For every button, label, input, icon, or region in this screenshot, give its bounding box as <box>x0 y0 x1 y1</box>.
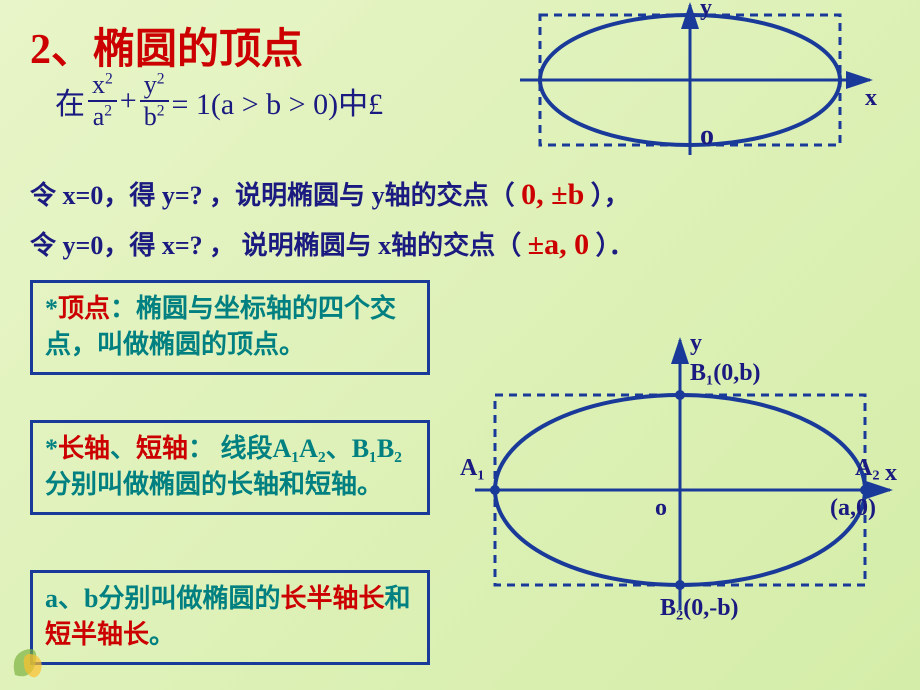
q1-prefix: 令 x=0，得 y=? ，说明椭圆与 y轴的交点（ <box>30 181 515 210</box>
ellipse-diagram-bottom: y x o A₁ A₂ B₁(0,b) B₂(0,-b) (a,0) <box>460 330 900 670</box>
q2-prefix: 令 y=0，得 x=? ， 说明椭圆与 x轴的交点（ <box>30 231 521 260</box>
box2-key1: 长轴 <box>58 434 110 463</box>
label-B1: B₁(0,b) <box>690 360 761 387</box>
origin-label-bottom: o <box>655 495 667 522</box>
definition-box-vertex: *顶点：椭圆与坐标轴的四个交点，叫做椭圆的顶点。 <box>30 280 430 375</box>
vertex-A1-dot <box>490 485 500 495</box>
q1-answer: 0, ±b <box>521 178 584 211</box>
ellipse-equation: 在 x2 a2 + y2 b2 = 1(a > b > 0)中£ <box>55 70 383 132</box>
q2-answer: ±a, 0 <box>528 228 589 261</box>
x-label-top: x <box>865 85 877 112</box>
label-a0: (a,0) <box>830 495 876 522</box>
box3-prefix: a、b分别叫做椭圆的 <box>45 584 280 613</box>
box2-sep: 、 <box>110 434 136 463</box>
label-A1: A₁ <box>460 455 485 482</box>
label-B2: B₂(0,-b) <box>660 595 739 622</box>
definition-box-axis: *长轴、短轴： 线段A₁A₂、B₁B₂分别叫做椭圆的长轴和短轴。 <box>30 420 430 515</box>
origin-label-top: o <box>700 120 714 152</box>
ellipse-diagram-top: y x o <box>490 0 880 160</box>
corner-decoration-icon <box>5 635 55 685</box>
eq-prefix: 在 <box>55 79 85 123</box>
vertex-B1-dot <box>675 390 685 400</box>
vertex-B2-dot <box>675 580 685 590</box>
y-label-bottom: y <box>690 330 702 357</box>
vertex-A2-dot <box>860 485 870 495</box>
diagram-top-svg <box>490 0 880 160</box>
box3-key2: 短半轴长 <box>45 620 149 649</box>
x-label-bottom: x <box>885 460 897 487</box>
fraction-y: y2 b2 <box>140 70 169 132</box>
eq-text: = 1(a > b > 0)中£ <box>172 79 384 123</box>
box2-star: * <box>45 434 58 463</box>
question-line-2: 令 y=0，得 x=? ， 说明椭圆与 x轴的交点（ ±a, 0 ）． <box>30 225 635 262</box>
box3-suffix: 。 <box>149 620 175 649</box>
question-line-1: 令 x=0，得 y=? ，说明椭圆与 y轴的交点（ 0, ±b ）， <box>30 175 630 212</box>
box1-star: * <box>45 294 58 323</box>
plus-sign: + <box>120 84 137 118</box>
box2-key2: 短轴 <box>136 434 188 463</box>
fraction-x: x2 a2 <box>88 70 117 132</box>
section-title: 2、椭圆的顶点 <box>30 15 303 76</box>
box1-key: 顶点 <box>58 294 110 323</box>
q2-suffix: ）． <box>596 231 635 260</box>
box3-key1: 长半轴长 <box>280 584 384 613</box>
box3-mid: 和 <box>384 584 410 613</box>
q1-suffix: ）， <box>591 181 630 210</box>
y-label-top: y <box>700 0 712 22</box>
label-A2: A₂ <box>855 455 880 482</box>
definition-box-semiaxis: a、b分别叫做椭圆的长半轴长和短半轴长。 <box>30 570 430 665</box>
